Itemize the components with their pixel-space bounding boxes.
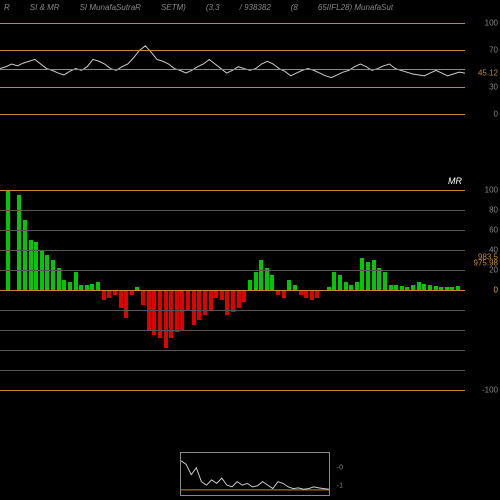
gridline bbox=[0, 250, 465, 251]
bar bbox=[102, 290, 106, 300]
bar bbox=[366, 262, 370, 290]
bar bbox=[270, 275, 274, 290]
bar bbox=[355, 282, 359, 290]
bar bbox=[51, 260, 55, 290]
header-item: (3,3 bbox=[206, 3, 220, 12]
bar bbox=[186, 290, 190, 310]
bar bbox=[383, 272, 387, 290]
mini-line bbox=[181, 453, 329, 496]
bar bbox=[192, 290, 196, 325]
bar bbox=[141, 290, 145, 305]
bar bbox=[259, 260, 263, 290]
bar bbox=[209, 290, 213, 310]
bar bbox=[372, 260, 376, 290]
bar bbox=[231, 290, 235, 312]
gridline bbox=[0, 290, 465, 291]
header-item: (8 bbox=[291, 3, 298, 12]
gridline bbox=[0, 370, 465, 371]
bar bbox=[315, 290, 319, 298]
bar bbox=[254, 272, 258, 290]
gridline bbox=[0, 50, 465, 51]
bar bbox=[344, 282, 348, 290]
bar bbox=[338, 275, 342, 290]
mini-tick: -1 bbox=[337, 483, 343, 490]
bar bbox=[360, 258, 364, 290]
price-label: 975.98 bbox=[474, 259, 498, 268]
mr-title: MR bbox=[448, 176, 462, 186]
gridline bbox=[0, 310, 465, 311]
mr-panel: MR 100806040200-100983.5975.980 bbox=[0, 170, 500, 410]
axis-tick: 0 bbox=[494, 110, 498, 119]
gridline bbox=[0, 190, 465, 191]
header-item: SI & MR bbox=[30, 3, 60, 12]
bar bbox=[62, 280, 66, 290]
bar bbox=[6, 190, 10, 290]
rsi-value: 45.12 bbox=[478, 68, 498, 77]
header-item: / 938382 bbox=[240, 3, 271, 12]
bar bbox=[265, 268, 269, 290]
bar bbox=[197, 290, 201, 320]
gridline bbox=[0, 350, 465, 351]
header-item: 65IIFL28) MunafaSut bbox=[318, 3, 393, 12]
header-item: SETM) bbox=[161, 3, 186, 12]
bar bbox=[214, 290, 218, 298]
gridline bbox=[0, 87, 465, 88]
bar bbox=[377, 268, 381, 290]
bar bbox=[310, 290, 314, 300]
bar bbox=[248, 280, 252, 290]
rsi-line bbox=[0, 14, 465, 114]
bar bbox=[119, 290, 123, 308]
chart-header: R SI & MR SI MunafaSutraR SETM) (3,3 / 938382… bbox=[0, 0, 500, 14]
mini-panel: -0-1 bbox=[180, 452, 330, 496]
bar bbox=[237, 290, 241, 308]
bar bbox=[164, 290, 168, 348]
axis-tick: -100 bbox=[482, 386, 498, 395]
bar bbox=[203, 290, 207, 315]
bar bbox=[282, 290, 286, 298]
bar bbox=[220, 290, 224, 300]
gridline bbox=[0, 390, 465, 391]
bar bbox=[96, 282, 100, 290]
axis-tick: 80 bbox=[489, 206, 498, 215]
axis-tick: 100 bbox=[485, 186, 498, 195]
gridline bbox=[0, 230, 465, 231]
bar bbox=[225, 290, 229, 315]
header-item: SI MunafaSutraR bbox=[80, 3, 141, 12]
gridline bbox=[0, 114, 465, 115]
mini-tick: -0 bbox=[337, 465, 343, 472]
axis-tick: 60 bbox=[489, 226, 498, 235]
bar bbox=[242, 290, 246, 302]
gridline bbox=[0, 330, 465, 331]
bar bbox=[332, 272, 336, 290]
bar bbox=[124, 290, 128, 318]
bar bbox=[175, 290, 179, 332]
bar bbox=[45, 255, 49, 290]
gridline bbox=[0, 23, 465, 24]
gridline bbox=[0, 270, 465, 271]
bar bbox=[74, 272, 78, 290]
bar bbox=[107, 290, 111, 298]
axis-tick: 100 bbox=[485, 19, 498, 28]
gridline bbox=[0, 210, 465, 211]
bar bbox=[287, 280, 291, 290]
gridline bbox=[0, 69, 465, 70]
bar bbox=[57, 268, 61, 290]
bar bbox=[152, 290, 156, 335]
axis-tick: 70 bbox=[489, 46, 498, 55]
bar bbox=[68, 282, 72, 290]
header-item: R bbox=[4, 3, 10, 12]
bar bbox=[417, 282, 421, 290]
bar bbox=[29, 240, 33, 290]
bar bbox=[304, 290, 308, 298]
axis-tick: 30 bbox=[489, 82, 498, 91]
rsi-panel: 1007030045.12 bbox=[0, 14, 500, 114]
price-label: 0 bbox=[494, 286, 498, 295]
